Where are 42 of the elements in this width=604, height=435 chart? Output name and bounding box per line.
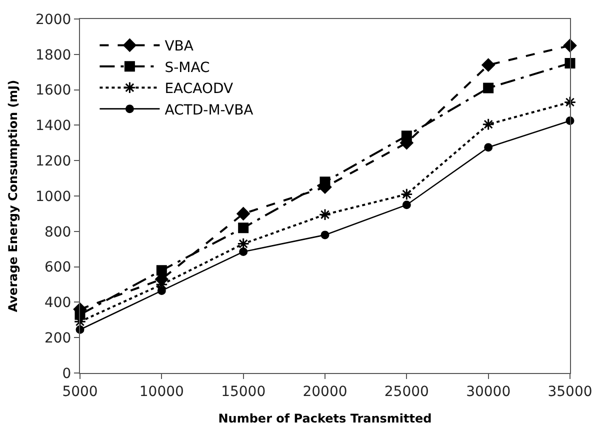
legend-label: ACTD-M-VBA — [164, 102, 254, 118]
point — [402, 200, 411, 210]
point — [320, 176, 330, 188]
point — [156, 265, 167, 276]
legend-label: VBA — [164, 38, 194, 55]
y-tick-label: 600 — [44, 260, 72, 276]
y-tick-label: 1200 — [36, 154, 72, 170]
point — [320, 230, 330, 240]
point — [564, 58, 576, 68]
point — [484, 143, 493, 152]
point — [157, 286, 166, 295]
y-tick-label: 1000 — [36, 188, 72, 205]
point — [401, 130, 412, 142]
y-axis-title: Average Energy Consumption (mJ) — [6, 80, 20, 312]
point — [237, 238, 250, 250]
x-tick-label: 30000 — [466, 384, 511, 400]
y-tick-label: 1400 — [36, 118, 72, 134]
y-tick-label: 2000 — [36, 12, 72, 28]
x-tick-label: 5000 — [62, 384, 98, 400]
point — [482, 58, 495, 72]
x-axis-title: Number of Packets Transmitted — [218, 412, 432, 426]
x-tick-label: 35000 — [548, 384, 592, 400]
legend-label: EACAODV — [164, 81, 234, 98]
legend-label: S-MAC — [164, 60, 210, 76]
point — [239, 248, 248, 256]
x-tick-label: 25000 — [384, 384, 429, 400]
y-tick-label: 1600 — [36, 82, 72, 99]
y-tick-label: 800 — [44, 224, 72, 240]
point — [483, 82, 494, 94]
x-tick-label: 10000 — [139, 384, 184, 400]
point — [564, 96, 576, 108]
x-tick-label: 20000 — [302, 384, 348, 400]
y-tick-label: 400 — [44, 295, 72, 312]
y-tick-label: 1800 — [36, 47, 72, 64]
y-tick-label: 200 — [44, 330, 72, 346]
point — [236, 207, 250, 220]
y-tick-label: 0 — [62, 366, 72, 382]
point — [238, 222, 249, 234]
point — [400, 188, 413, 200]
x-tick-label: 15000 — [221, 384, 266, 400]
point — [482, 118, 494, 130]
point — [318, 208, 332, 221]
